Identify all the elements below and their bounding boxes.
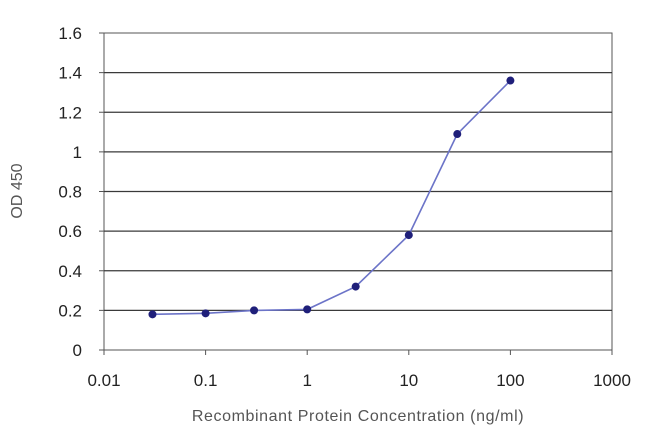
y-tick-label: 1 (73, 143, 82, 162)
y-tick-label: 0.2 (58, 301, 82, 320)
y-axis: 0 0.2 0.4 0.6 0.8 1 1.2 1.4 1.6 (58, 24, 104, 360)
y-tick-label: 1.2 (58, 103, 82, 122)
data-point (148, 310, 157, 319)
y-tick-label: 1.6 (58, 24, 82, 43)
y-tick-label: 0 (73, 341, 82, 360)
x-axis: 0.01 0.1 1 10 100 1000 (87, 350, 631, 390)
x-tick-label: 100 (496, 371, 524, 390)
y-tick-label: 0.4 (58, 262, 82, 281)
data-point (506, 76, 515, 85)
x-tick-label: 10 (399, 371, 418, 390)
y-axis-title: OD 450 (9, 163, 26, 218)
x-tick-label: 1 (302, 371, 311, 390)
data-point (250, 306, 259, 315)
y-tick-label: 0.8 (58, 183, 82, 202)
data-point (351, 282, 360, 291)
data-point (303, 305, 312, 314)
data-series (148, 76, 515, 319)
x-tick-label: 0.01 (87, 371, 120, 390)
x-tick-label: 1000 (593, 371, 631, 390)
x-axis-title: Recombinant Protein Concentration (ng/ml… (192, 408, 524, 425)
data-point (201, 309, 210, 318)
y-tick-label: 1.4 (58, 64, 82, 83)
x-tick-label: 0.1 (194, 371, 218, 390)
data-point (453, 130, 462, 139)
data-point (404, 231, 413, 240)
y-tick-label: 0.6 (58, 222, 82, 241)
series-line (152, 80, 511, 316)
grid-lines (104, 71, 612, 312)
